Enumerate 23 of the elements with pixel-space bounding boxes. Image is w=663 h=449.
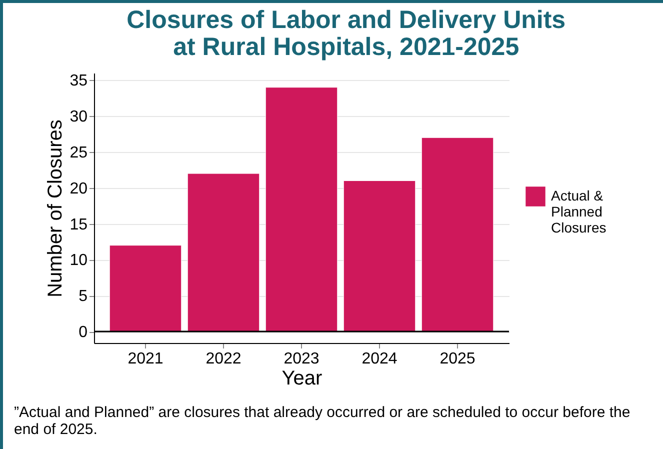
y-tick-label: 15 [70, 216, 88, 234]
x-tick-label: 2021 [128, 350, 164, 368]
x-axis-title: Year [282, 368, 323, 390]
legend-label: Actual & Planned Closures [551, 188, 606, 236]
x-tick-label: 2023 [284, 350, 320, 368]
y-tick-label: 5 [78, 288, 88, 306]
x-tick-label: 2024 [362, 350, 398, 368]
y-tick-label: 35 [70, 72, 88, 90]
y-axis-title: Number of Closures [44, 120, 67, 298]
bar [265, 87, 338, 332]
y-tick-label: 10 [70, 252, 88, 270]
y-tick-label: 30 [70, 108, 88, 126]
y-tick-label: 25 [70, 144, 88, 162]
bar [343, 180, 416, 332]
chart-title: Closures of Labor and Delivery Units at Rural Hospitals, 2021-2025 [126, 6, 566, 62]
text: ”Actual and Planned” are closures that already occurred or are scheduled to occur before the end of 2025. [14, 404, 632, 438]
bar [421, 137, 494, 332]
y-tick-label: 0 [78, 324, 88, 342]
bar [109, 245, 182, 332]
x-tick-label: 2022 [206, 350, 242, 368]
x-tick-label: 2025 [440, 350, 476, 368]
y-tick-label: 20 [70, 180, 88, 198]
bar [187, 173, 260, 332]
